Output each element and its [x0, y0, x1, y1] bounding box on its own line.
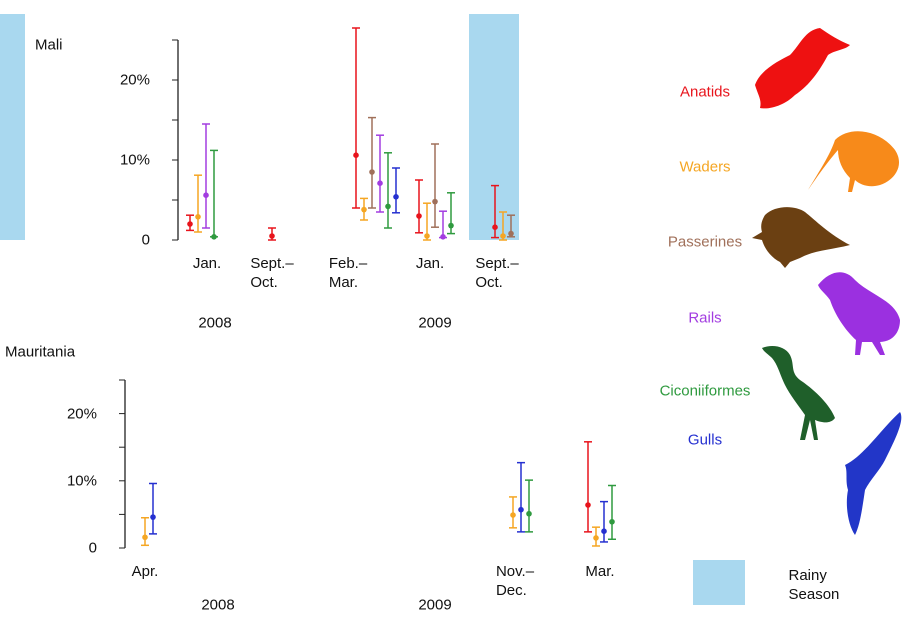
legend-label: Ciconiiformes	[660, 382, 751, 401]
figure: Mali 0 10% 20% Jan. Sept.– Oct. Feb.– Mar. Jan.…	[0, 0, 907, 623]
gull-icon	[845, 412, 901, 535]
legend-label: Anatids	[680, 83, 730, 102]
y-tick-label: 10%	[67, 471, 97, 490]
x-tick-label: Sept.– Oct.	[475, 254, 518, 292]
legend-label: Rainy Season	[789, 566, 868, 604]
silhouettes	[752, 28, 901, 535]
point	[510, 512, 516, 518]
y-tick-label: 20%	[120, 71, 150, 90]
panel-title: Mali	[35, 36, 63, 55]
x-tick-label: Apr.	[132, 562, 159, 581]
year-label: 2009	[418, 314, 451, 333]
x-tick-label: Mar.	[585, 562, 614, 581]
point	[361, 207, 367, 213]
rainy-season-band	[469, 14, 519, 240]
panel-title: Mauritania	[5, 343, 75, 362]
rainy-season-band	[0, 14, 25, 240]
point	[593, 535, 599, 541]
chart	[0, 0, 907, 623]
x-tick-label: Nov.– Dec.	[496, 562, 534, 600]
point	[187, 221, 193, 227]
y-tick-label: 0	[142, 231, 150, 250]
point	[508, 231, 514, 237]
point	[150, 514, 156, 520]
point	[585, 502, 591, 508]
point	[424, 233, 430, 239]
point	[448, 223, 454, 229]
x-tick-label: Sept.– Oct.	[250, 254, 293, 292]
point	[416, 213, 422, 219]
x-tick-label: Jan.	[193, 254, 221, 273]
year-label: 2008	[198, 314, 231, 333]
point	[142, 534, 148, 540]
y-tick-label: 20%	[67, 404, 97, 423]
y-tick-label: 0	[89, 539, 97, 558]
point	[518, 507, 524, 513]
point	[492, 224, 498, 230]
year-label: 2008	[201, 596, 234, 615]
point	[369, 169, 375, 175]
point	[526, 511, 532, 517]
point	[385, 204, 391, 210]
point	[353, 152, 359, 158]
point	[500, 233, 506, 239]
rail-icon	[818, 272, 900, 355]
legend-label: Passerines	[668, 233, 742, 252]
legend-label: Rails	[688, 309, 721, 328]
point	[601, 528, 607, 534]
point	[211, 234, 217, 240]
point	[393, 194, 399, 200]
legend-label: Waders	[679, 158, 730, 177]
x-tick-label: Feb.– Mar.	[329, 254, 367, 292]
duck-icon	[755, 28, 850, 108]
x-tick-label: Jan.	[416, 254, 444, 273]
y-tick-label: 10%	[120, 151, 150, 170]
point	[609, 519, 615, 525]
point	[432, 199, 438, 205]
wader-icon	[808, 131, 899, 192]
year-label: 2009	[418, 596, 451, 615]
legend-swatch	[693, 560, 745, 605]
heron-icon	[762, 346, 835, 440]
point	[195, 214, 201, 220]
point	[269, 233, 275, 239]
point	[203, 192, 209, 198]
point	[440, 234, 446, 240]
sparrow-icon	[752, 207, 850, 268]
point	[377, 180, 383, 186]
legend-label: Gulls	[688, 431, 722, 450]
